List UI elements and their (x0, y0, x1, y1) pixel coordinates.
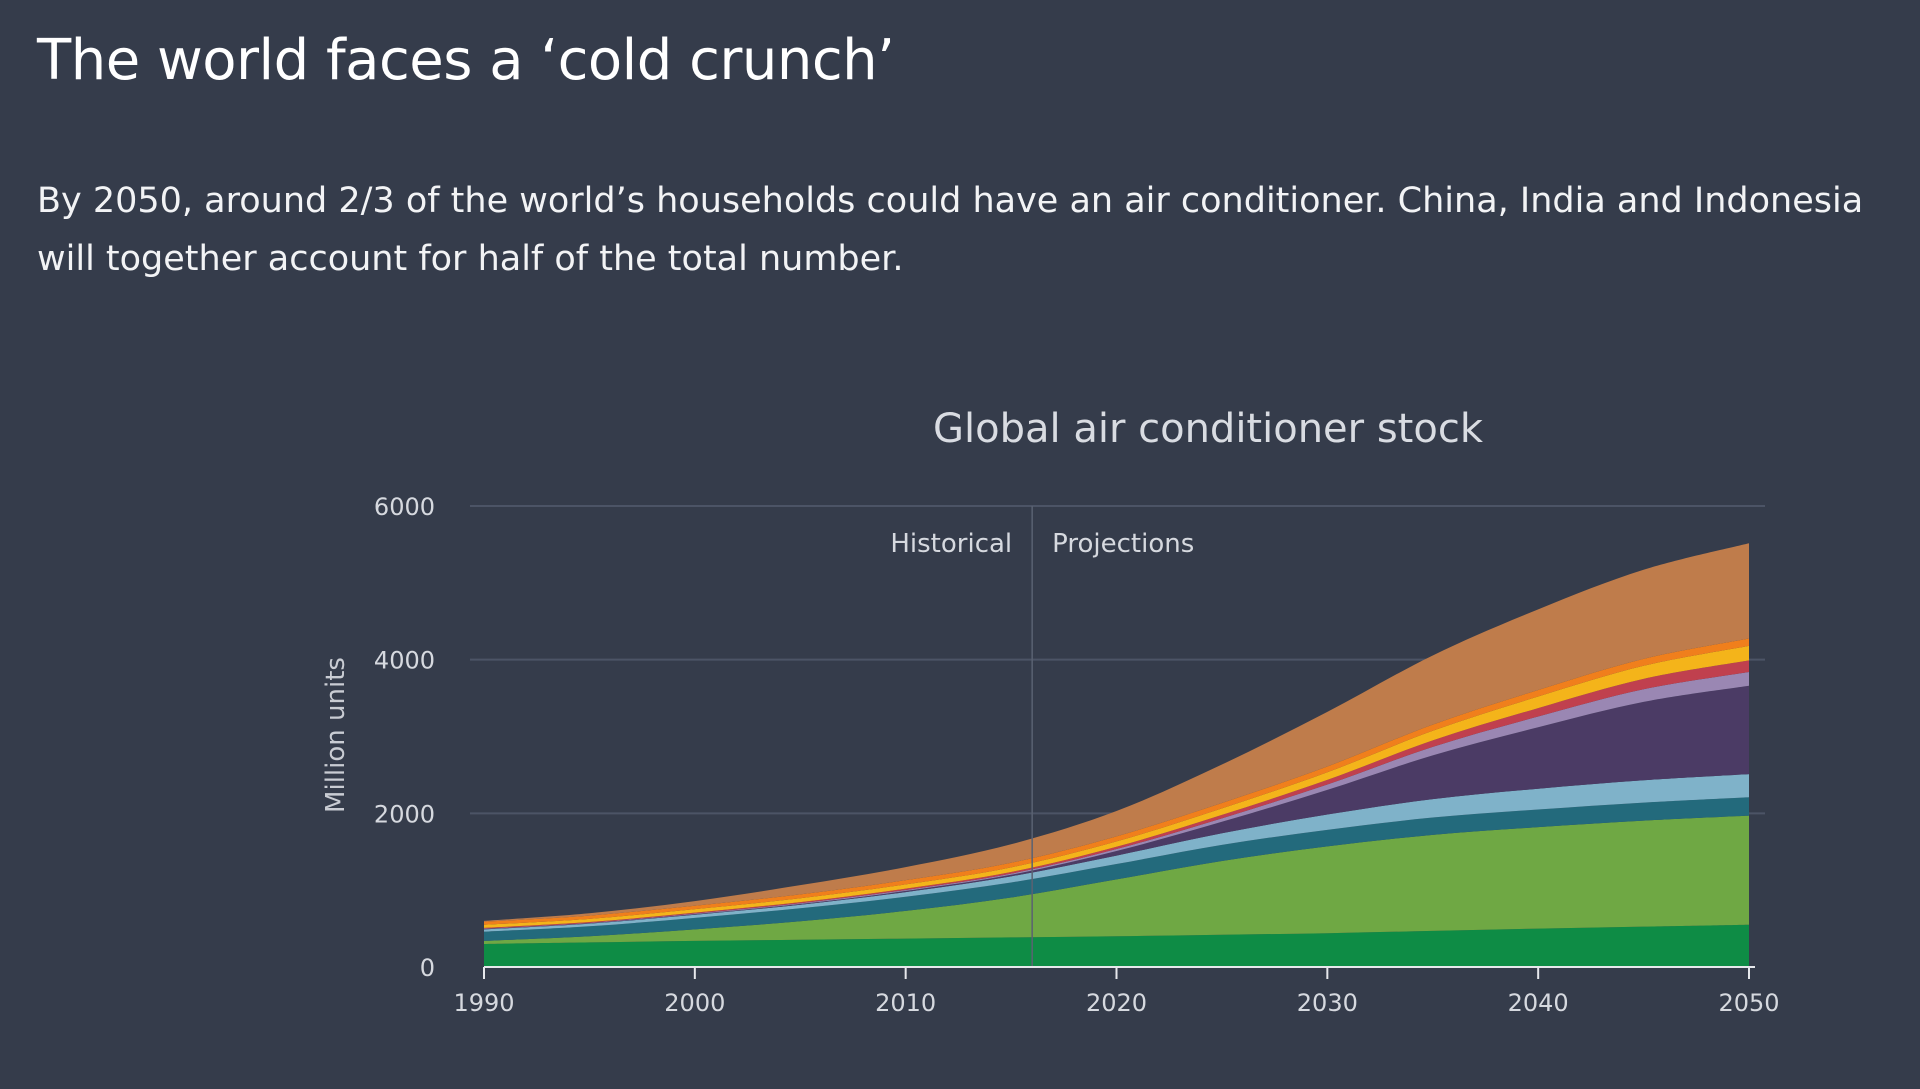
chart-title: Global air conditioner stock (933, 406, 1484, 452)
area-series-6 (484, 671, 1749, 929)
area-series-8 (484, 645, 1749, 928)
y-axis-label: Million units (321, 657, 351, 813)
area-series-7 (484, 660, 1749, 929)
x-tick-label-4: 2030 (1297, 989, 1358, 1017)
x-tick-label-2: 2010 (875, 989, 936, 1017)
x-tick-label-5: 2040 (1508, 989, 1569, 1017)
y-tick-label-3: 6000 (374, 493, 435, 521)
y-tick-label-1: 2000 (374, 800, 435, 828)
area-series-2 (484, 815, 1749, 944)
area-series-9 (484, 638, 1749, 925)
x-tick-label-0: 1990 (453, 989, 514, 1017)
area-series-3 (484, 797, 1749, 941)
x-tick-label-3: 2020 (1086, 989, 1147, 1017)
page-subtitle: By 2050, around 2/3 of the world’s house… (37, 181, 1864, 279)
y-axis: 0 2000 4000 6000 (374, 493, 435, 982)
area-series-10 (484, 543, 1749, 922)
area-series-1 (484, 924, 1749, 967)
area-series-layer (484, 543, 1749, 967)
area-series-4 (484, 774, 1749, 932)
x-tick-label-1: 2000 (664, 989, 725, 1017)
x-tick-label-6: 2050 (1718, 989, 1779, 1017)
historical-label: Historical (890, 529, 1012, 559)
y-tick-label-0: 0 (420, 954, 435, 982)
area-series-5 (484, 685, 1749, 930)
y-tick-label-2: 4000 (374, 647, 435, 675)
page-title: The world faces a ‘cold crunch’ (37, 28, 895, 93)
projections-label: Projections (1052, 529, 1194, 559)
x-axis: 1990 2000 2010 2020 2030 2040 2050 (453, 966, 1780, 1017)
